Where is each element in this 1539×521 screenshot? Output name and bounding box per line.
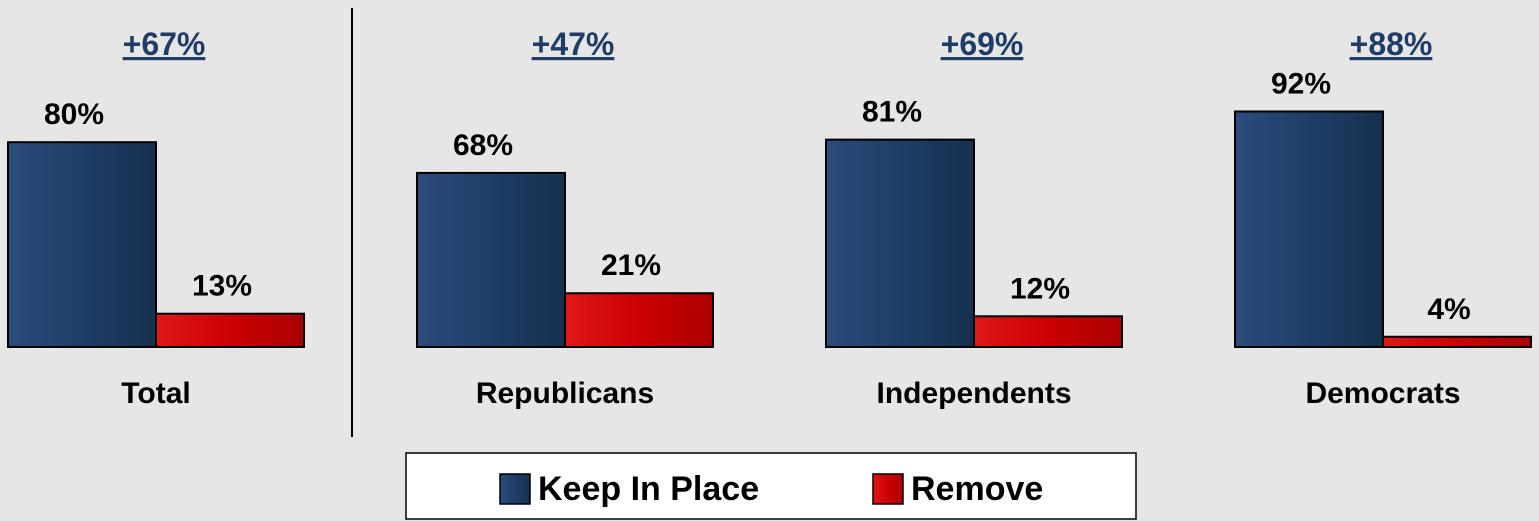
difference-label-republicans: +47%: [532, 26, 615, 62]
bar-keep-in-place-republicans: [416, 171, 566, 348]
bar-keep-in-place-independents: [825, 138, 975, 348]
bars: 80% 13% Total +67% 68% 21% Republicans +47% 81% 1…: [7, 26, 1532, 410]
data-label-remove-total: 13%: [192, 270, 252, 303]
data-label-remove-democrats: 4%: [1427, 293, 1470, 326]
bar-remove-total: [155, 312, 305, 348]
data-label-remove-republicans: 21%: [601, 249, 661, 282]
bar-remove-independents: [973, 315, 1123, 348]
category-label-democrats: Democrats: [1305, 377, 1460, 410]
bar-keep-in-place-total: [7, 141, 157, 348]
bar-keep-in-place-democrats: [1234, 110, 1384, 349]
category-label-republicans: Republicans: [476, 377, 654, 410]
data-label-keep-in-place-republicans: 68%: [453, 129, 513, 162]
category-label-total: Total: [121, 377, 190, 410]
difference-label-total: +67%: [123, 26, 206, 62]
bar-remove-democrats: [1382, 335, 1532, 349]
legend-label-remove: Remove: [911, 470, 1043, 508]
legend-label-keep-in-place: Keep In Place: [538, 470, 759, 508]
category-label-independents: Independents: [876, 377, 1071, 410]
data-label-remove-independents: 12%: [1010, 272, 1070, 305]
bar-remove-republicans: [564, 292, 714, 348]
legend-swatch-keep-in-place: [499, 473, 531, 505]
legend: Keep In Place Remove: [405, 452, 1137, 520]
difference-label-democrats: +88%: [1350, 26, 1433, 62]
data-label-keep-in-place-independents: 81%: [862, 96, 922, 129]
legend-swatch-remove: [872, 473, 904, 505]
difference-label-independents: +69%: [941, 26, 1024, 62]
data-label-keep-in-place-democrats: 92%: [1271, 67, 1331, 100]
data-label-keep-in-place-total: 80%: [44, 98, 104, 131]
